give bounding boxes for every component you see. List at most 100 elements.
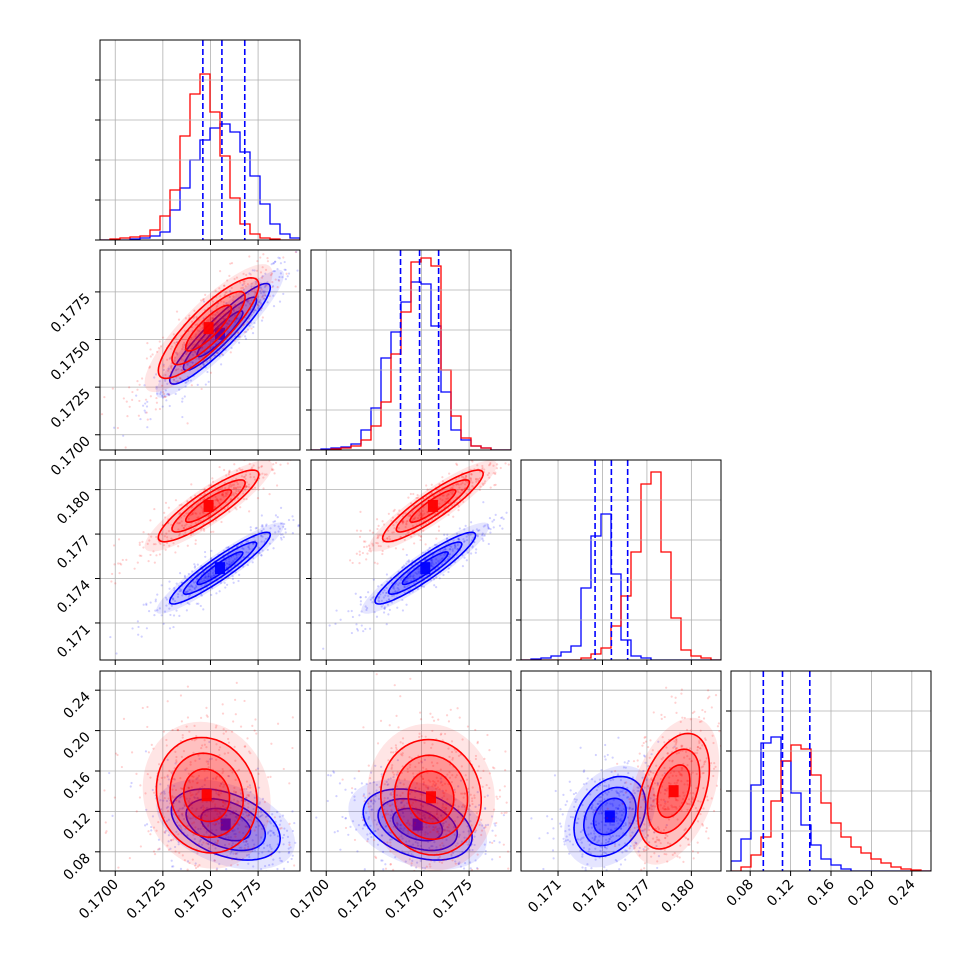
scatter-point: [320, 243, 322, 245]
scatter-point: [552, 827, 555, 830]
scatter-point: [363, 868, 366, 871]
scatter-point: [496, 463, 499, 466]
scatter-point: [585, 788, 588, 791]
scatter-point: [421, 814, 425, 817]
scatter-point: [600, 820, 603, 823]
scatter-point: [377, 524, 380, 528]
scatter-point: [390, 838, 393, 841]
scatter-point: [435, 585, 438, 589]
scatter-point: [193, 586, 196, 590]
scatter-point: [301, 823, 303, 825]
scatter-point: [395, 822, 399, 825]
scatter-point: [498, 795, 502, 798]
scatter-point: [433, 543, 437, 547]
scatter-point: [491, 858, 494, 861]
scatter-point: [362, 630, 365, 633]
contour-line: [171, 290, 246, 366]
scatter-point: [457, 805, 460, 808]
scatter-point: [218, 754, 221, 757]
scatter-point: [394, 750, 397, 753]
scatter-point: [598, 800, 601, 803]
scatter-point: [247, 299, 250, 302]
x-tick-label: 0.16: [804, 876, 837, 909]
scatter-point: [367, 816, 371, 819]
scatter-point: [594, 835, 597, 838]
scatter-point: [165, 399, 168, 402]
scatter-point: [483, 482, 486, 485]
scatter-point: [615, 790, 618, 793]
scatter-point: [195, 586, 198, 589]
scatter-point: [163, 816, 166, 819]
scatter-point: [140, 635, 143, 638]
scatter-point: [273, 270, 276, 273]
scatter-point: [213, 859, 216, 862]
scatter-point: [188, 778, 191, 782]
scatter-point: [184, 531, 187, 534]
scatter-point: [233, 832, 236, 836]
scatter-point: [368, 777, 372, 780]
scatter-point: [209, 575, 212, 578]
scatter-point: [232, 852, 235, 855]
scatter-point: [185, 523, 188, 526]
scatter-point: [483, 534, 486, 537]
scatter-point: [172, 597, 175, 600]
scatter-point: [492, 808, 496, 811]
scatter-point: [423, 867, 427, 870]
scatter-point: [259, 244, 261, 246]
scatter-point: [407, 821, 410, 824]
scatter-point: [213, 859, 216, 862]
scatter-point: [579, 849, 582, 852]
scatter-point: [435, 543, 438, 547]
scatter-point: [188, 603, 191, 606]
scatter-point: [181, 369, 185, 372]
scatter-point: [376, 534, 380, 537]
scatter-point: [204, 575, 207, 578]
scatter-point: [266, 243, 268, 245]
scatter-point: [391, 771, 394, 774]
scatter-point: [621, 790, 624, 793]
scatter-point: [185, 797, 188, 800]
scatter-point: [474, 859, 477, 862]
scatter-point: [158, 847, 161, 850]
scatter-point: [282, 843, 285, 846]
scatter-point: [257, 810, 261, 813]
scatter-point: [391, 764, 394, 767]
scatter-point: [210, 593, 213, 597]
scatter-point: [618, 843, 621, 846]
scatter-point: [365, 608, 368, 612]
scatter-point: [388, 819, 392, 823]
scatter-point: [562, 793, 565, 796]
y-tick-label: 0.08: [60, 850, 93, 883]
scatter-point: [552, 837, 555, 840]
scatter-point: [224, 814, 227, 817]
scatter-point: [452, 851, 455, 855]
scatter-point: [674, 747, 678, 750]
scatter-point: [627, 772, 630, 775]
scatter-point: [421, 509, 424, 513]
scatter-point: [270, 847, 273, 850]
scatter-point: [262, 476, 265, 479]
scatter-point: [223, 293, 227, 296]
scatter-point: [128, 386, 131, 389]
scatter-point: [400, 798, 403, 801]
scatter-point: [481, 785, 484, 788]
scatter-point: [607, 827, 610, 830]
scatter-point: [327, 864, 329, 866]
scatter-point: [664, 836, 667, 839]
scatter-point: [164, 829, 167, 833]
scatter-point: [419, 803, 423, 806]
scatter-point: [214, 313, 217, 317]
scatter-point: [440, 847, 443, 850]
scatter-point: [224, 291, 227, 294]
scatter-point: [422, 529, 425, 532]
scatter-point: [272, 871, 274, 873]
scatter-point: [441, 804, 444, 807]
grid: [114, 40, 259, 240]
scatter-point: [167, 392, 170, 396]
scatter-point: [416, 842, 419, 845]
scatter-point: [469, 533, 472, 536]
scatter-point: [217, 793, 220, 796]
scatter-point: [206, 810, 209, 813]
scatter-point: [483, 843, 486, 846]
scatter-point: [484, 824, 488, 827]
